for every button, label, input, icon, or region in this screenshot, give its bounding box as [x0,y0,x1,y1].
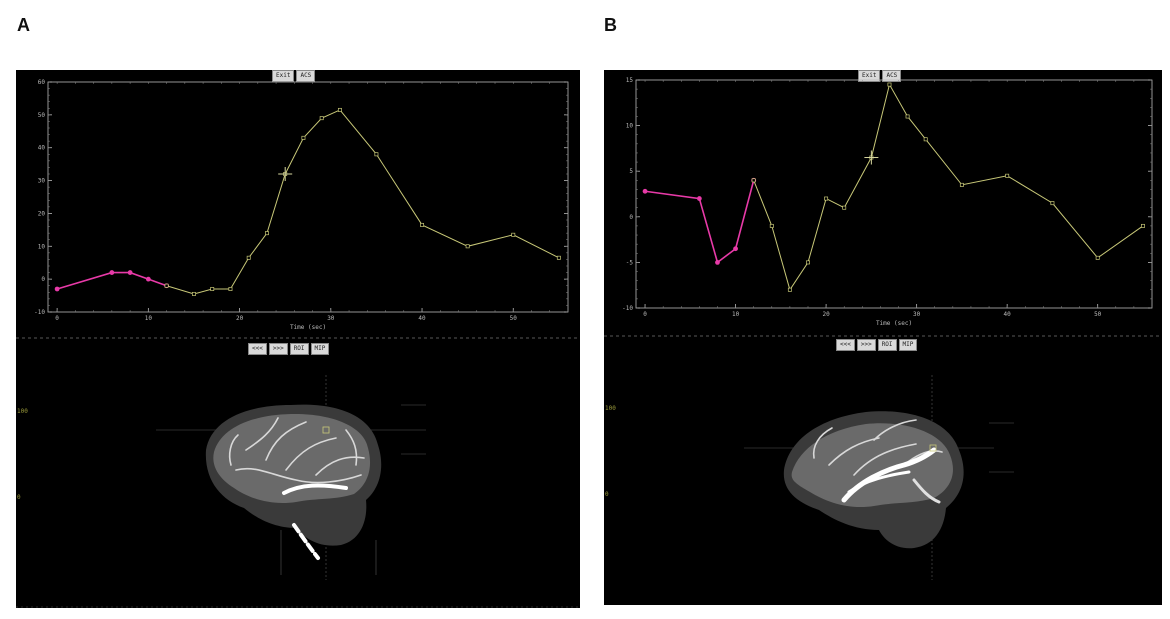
x-tick-label: 20 [236,315,244,322]
side-label-top: 100 [605,405,616,412]
roi-button[interactable]: ROI [877,339,897,351]
curve-point [806,260,810,265]
acs-button[interactable]: ACS [296,70,316,82]
curve-point [264,231,269,236]
panel-letter-a: A [17,15,30,35]
curve-point [164,283,169,288]
y-tick-label: 50 [38,112,46,119]
x-tick-label: 10 [732,311,740,318]
panel-a-top-buttons: Exit ACS [272,70,316,82]
curve-point [192,291,196,296]
curve-point [769,223,774,228]
y-tick-label: 10 [626,123,634,130]
x-tick-label: 10 [145,315,153,322]
curve-point [751,178,756,183]
curve-point [319,116,324,121]
baseline-point [642,188,648,194]
curve-point [824,196,829,201]
plot-frame [635,79,1153,309]
curve-point [887,82,892,87]
y-tick-label: 0 [41,276,45,283]
prev-button[interactable]: <<< [248,343,267,355]
panel-b-view-buttons: <<< >>> ROI MIP [836,339,918,351]
y-tick-label: 60 [38,79,46,86]
mip-button[interactable]: MIP [898,339,918,351]
x-tick-label: 0 [55,315,59,322]
mip-button[interactable]: MIP [310,343,330,355]
y-tick-label: -10 [622,305,633,312]
panel-a-screen: Exit ACS -10 0 10 20 30 40 50 60 0 10 20 30 40 50 Time… [16,70,580,608]
prev-button[interactable]: <<< [836,339,855,351]
exit-button[interactable]: Exit [272,70,295,82]
curve-point [420,222,424,227]
panel-letter-b: B [604,15,617,35]
acs-button[interactable]: ACS [882,70,902,82]
curve-point [374,152,379,157]
baseline-point [145,276,151,282]
y-tick-label: 40 [38,145,46,152]
baseline-point [54,286,60,292]
y-tick-label: 5 [629,168,633,175]
side-label-bottom: 0 [605,491,609,498]
side-label-bottom: 0 [17,494,21,501]
curve-point [301,135,306,140]
next-button[interactable]: >>> [856,339,876,351]
plot-frame [47,81,569,313]
curve-point [1140,223,1145,228]
curve-point [556,255,561,260]
panel-b-top-buttons: Exit ACS [858,70,902,82]
brain-angiogram-b [744,375,1014,580]
curve-point [1005,173,1010,178]
x-tick-label: 50 [1094,311,1102,318]
curve-point [1095,255,1100,260]
x-tick-label: 0 [643,311,647,318]
curve-point [787,287,792,292]
panel-a-chart: -10 0 10 20 30 40 50 60 0 10 20 30 40 50 Time (sec) [16,79,580,339]
baseline-point [715,260,720,265]
y-tick-label: -10 [34,309,45,316]
curve-point [1050,201,1055,206]
curve-point [246,255,251,260]
panel-b-screen: Exit ACS -10 -5 0 5 10 15 0 10 20 30 40 50 Time (sec… [604,70,1162,605]
brain-angiogram-a [16,375,580,608]
x-tick-label: 40 [1004,311,1012,318]
y-tick-label: 30 [38,178,46,185]
side-label-top: 100 [17,408,28,415]
y-tick-label: 0 [629,214,633,221]
x-tick-label: 20 [822,311,830,318]
curve-point [959,182,964,187]
curve-point [905,114,910,119]
x-axis-label: Time (sec) [290,324,326,331]
y-tick-label: 20 [38,210,46,217]
x-tick-label: 30 [913,311,921,318]
curve-point [465,244,470,249]
baseline-point [127,270,133,275]
curve-point [337,107,342,112]
x-tick-label: 40 [418,315,426,322]
panel-b-chart: -10 -5 0 5 10 15 0 10 20 30 40 50 Time (sec) [604,77,1162,337]
x-axis-label: Time (sec) [876,320,912,327]
y-tick-label: 15 [626,77,634,84]
roi-button[interactable]: ROI [289,343,309,355]
x-tick-label: 30 [327,315,335,322]
baseline-point [109,270,115,275]
exit-button[interactable]: Exit [858,70,881,82]
curve-point [842,205,847,210]
curve-point [923,137,928,142]
curve-point [228,287,233,291]
panel-a-view-buttons: <<< >>> ROI MIP [248,343,330,355]
next-button[interactable]: >>> [268,343,288,355]
y-tick-label: 10 [38,243,46,250]
baseline-point [696,196,702,201]
y-tick-label: -5 [626,259,634,266]
baseline-point [733,246,738,252]
curve-point [511,232,516,237]
x-tick-label: 50 [510,315,518,322]
curve-point [210,287,215,291]
